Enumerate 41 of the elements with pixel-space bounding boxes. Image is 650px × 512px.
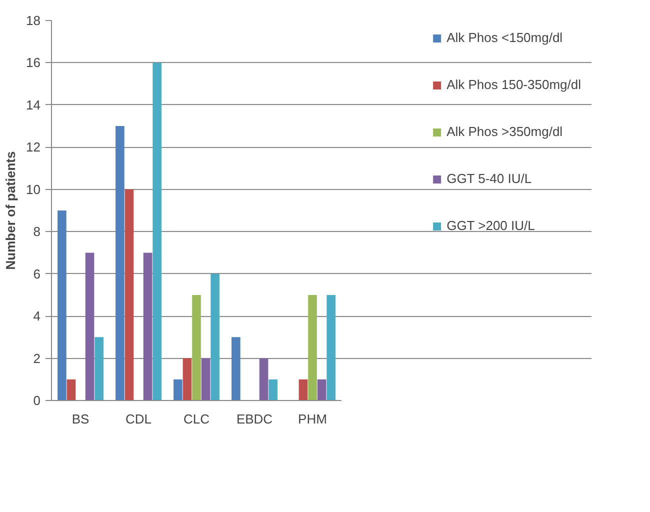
y-tick-label: 0 bbox=[33, 393, 41, 408]
bar bbox=[66, 379, 76, 400]
x-tick-label: BS bbox=[72, 412, 90, 426]
y-tick-label: 16 bbox=[26, 55, 41, 70]
x-tick-label: EBDC bbox=[236, 412, 273, 426]
y-tick-label: 6 bbox=[33, 266, 41, 282]
y-tick-label: 8 bbox=[33, 224, 41, 240]
x-tick-label: CDL bbox=[125, 412, 152, 426]
bar bbox=[308, 294, 317, 400]
legend-label: GGT 5-40 IU/L bbox=[446, 171, 532, 186]
legend-label: Alk Phos 150-350mg/dl bbox=[446, 77, 581, 92]
legend-label: Alk Phos <150mg/dl bbox=[446, 30, 563, 45]
bar bbox=[182, 358, 192, 400]
y-tick-label: 2 bbox=[33, 350, 41, 366]
legend-label: GGT >200 IU/L bbox=[446, 218, 535, 233]
bar bbox=[58, 210, 66, 400]
legend-label: Alk Phos >350mg/dl bbox=[446, 124, 563, 139]
y-tick-label: 4 bbox=[33, 308, 41, 324]
y-tick-label: 12 bbox=[26, 140, 41, 155]
bar bbox=[298, 379, 308, 400]
x-tick-label: PHM bbox=[298, 412, 327, 426]
bar bbox=[268, 379, 278, 400]
bar bbox=[94, 337, 104, 400]
bar bbox=[85, 252, 94, 400]
y-tick-label: 10 bbox=[26, 182, 41, 197]
x-tick-label: CLC bbox=[183, 412, 210, 426]
bar bbox=[192, 294, 201, 400]
bar bbox=[201, 358, 210, 400]
bar bbox=[317, 379, 326, 400]
y-tick-label: 14 bbox=[26, 97, 41, 112]
bar bbox=[232, 337, 240, 400]
bar bbox=[116, 126, 124, 400]
bar bbox=[174, 379, 182, 400]
bar bbox=[124, 189, 134, 400]
bar bbox=[143, 252, 152, 400]
y-axis-title: Number of patients bbox=[3, 151, 18, 270]
y-tick-label: 18 bbox=[26, 13, 41, 28]
bar bbox=[326, 294, 336, 400]
bar bbox=[259, 358, 268, 400]
bar bbox=[210, 274, 220, 400]
bar bbox=[152, 62, 162, 400]
